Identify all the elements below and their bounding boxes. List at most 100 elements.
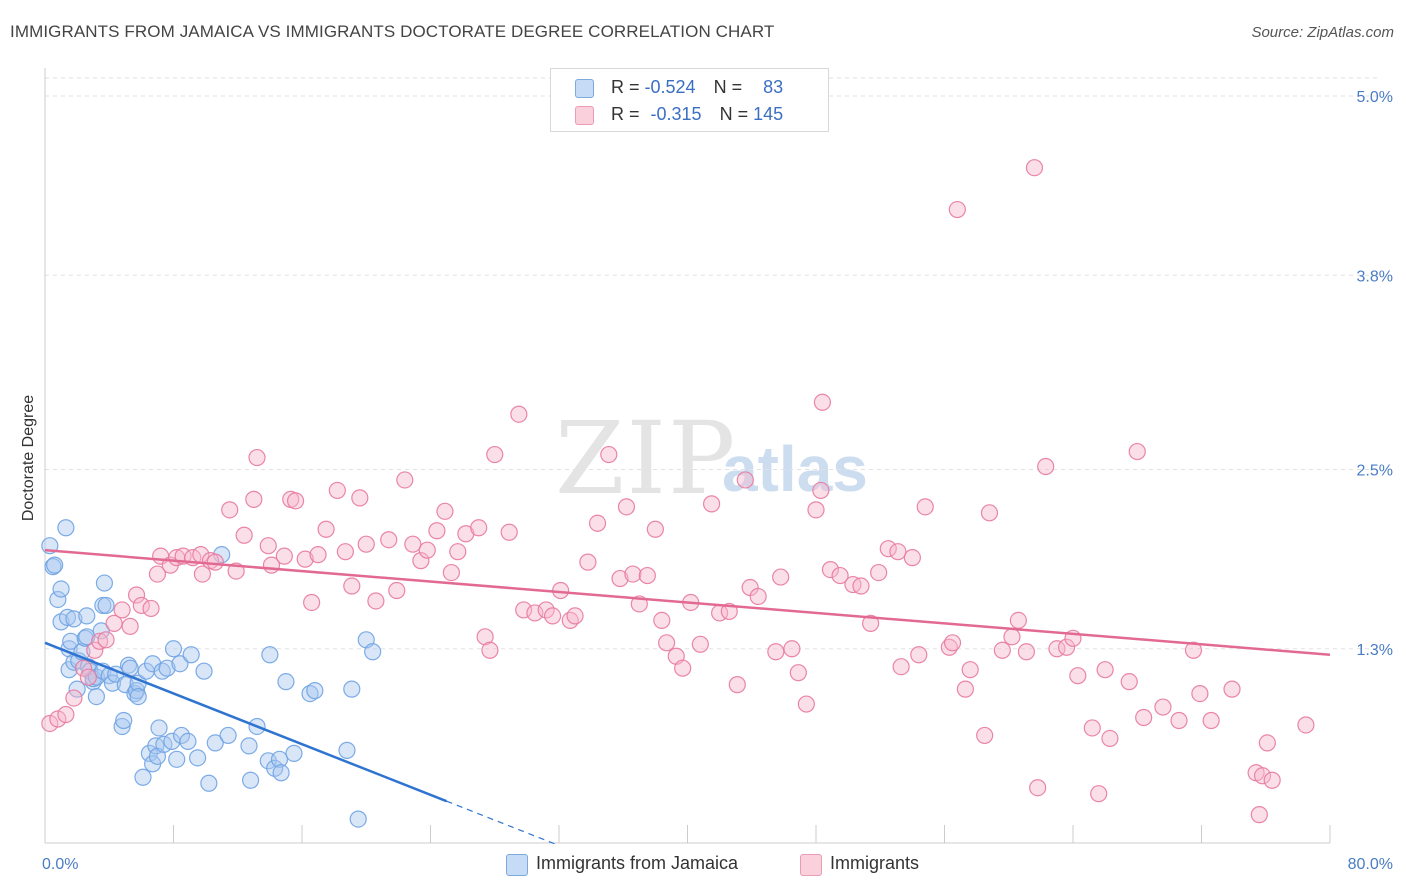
data-point — [807, 501, 825, 519]
data-point — [728, 676, 746, 694]
data-point — [526, 604, 544, 622]
data-point — [132, 596, 150, 615]
data-point — [303, 593, 321, 612]
bottom-legend-swatch-jamaica — [506, 854, 528, 876]
data-point — [286, 492, 305, 510]
data-point — [852, 577, 870, 595]
data-point — [275, 547, 293, 565]
data-point — [903, 549, 921, 567]
data-point — [296, 550, 314, 568]
data-point — [87, 687, 106, 706]
data-point — [515, 601, 533, 619]
legend-swatch-immigrants — [575, 106, 594, 125]
data-point — [1223, 680, 1241, 698]
data-point — [993, 641, 1011, 659]
data-point — [41, 714, 59, 733]
data-point — [261, 646, 279, 664]
bottom-legend-label-immigrants: Immigrants — [830, 853, 920, 873]
data-point — [195, 662, 213, 680]
data-point — [1069, 667, 1087, 685]
data-point — [879, 540, 897, 558]
data-point — [78, 628, 96, 646]
data-point — [134, 768, 152, 786]
data-point — [948, 200, 966, 219]
data-point — [127, 586, 146, 604]
data-point — [566, 607, 584, 625]
data-point — [248, 448, 266, 467]
data-point — [1128, 442, 1146, 461]
data-point — [206, 734, 224, 752]
data-point — [617, 498, 636, 516]
data-point — [129, 687, 147, 706]
correlation-legend: R = -0.524 N = 83 R = -0.315 N = 145 — [550, 68, 829, 132]
data-point — [259, 537, 277, 555]
data-point — [961, 661, 979, 679]
data-point — [119, 656, 138, 674]
data-point — [95, 574, 114, 592]
data-point — [306, 682, 324, 700]
data-point — [404, 535, 422, 553]
data-point — [277, 673, 295, 691]
data-point — [611, 569, 629, 588]
y-tick-label: 1.3% — [1357, 642, 1393, 659]
data-point — [736, 471, 754, 489]
series-points-1 — [41, 159, 1315, 824]
legend-text-jamaica: R = -0.524 N = 83 — [611, 77, 784, 97]
data-point — [79, 668, 97, 686]
data-point — [537, 601, 555, 619]
x-tick-label: 80.0% — [1348, 856, 1393, 873]
data-point — [916, 498, 934, 516]
data-point — [272, 764, 290, 782]
axes — [44, 68, 1331, 844]
data-point — [1191, 684, 1209, 703]
data-point — [812, 481, 830, 500]
data-point — [240, 737, 258, 755]
data-point — [767, 643, 785, 661]
data-point — [270, 750, 289, 768]
data-point — [193, 565, 212, 583]
tick-labels: 1.3% 2.5% 3.8% 5.0% 0.0% 80.0% — [42, 89, 1393, 873]
data-point — [797, 695, 815, 713]
data-point — [1025, 159, 1044, 177]
data-point — [749, 587, 767, 606]
trend-line-1 — [44, 548, 1331, 657]
data-point — [172, 726, 191, 745]
source-credit: Source: ZipAtlas.com — [1251, 24, 1394, 41]
x-tick-label: 0.0% — [42, 856, 78, 873]
data-point — [1017, 643, 1036, 661]
data-point — [301, 684, 319, 703]
data-point — [510, 405, 528, 423]
data-point — [336, 543, 354, 561]
data-point — [171, 655, 189, 673]
data-point — [910, 646, 928, 664]
data-point — [980, 504, 999, 522]
data-point — [1037, 457, 1055, 476]
data-point — [831, 566, 849, 585]
data-point — [1250, 806, 1268, 824]
data-point — [772, 568, 790, 586]
data-point — [674, 659, 692, 677]
data-point — [245, 490, 263, 508]
data-point — [1263, 771, 1281, 789]
data-point — [126, 684, 144, 703]
data-point — [1101, 729, 1119, 748]
data-point — [476, 628, 494, 646]
data-point — [1003, 628, 1021, 646]
data-point — [442, 563, 460, 582]
data-point — [418, 541, 436, 559]
y-tick-label: 3.8% — [1357, 268, 1393, 285]
data-point — [821, 560, 840, 579]
data-point — [65, 610, 83, 628]
data-point — [179, 732, 197, 751]
data-point — [956, 680, 974, 698]
data-point — [188, 749, 207, 767]
data-point — [91, 632, 109, 650]
data-point — [783, 640, 801, 658]
data-point — [351, 489, 369, 507]
data-point — [206, 553, 224, 571]
grid-lines — [45, 77, 1380, 650]
data-point — [1057, 638, 1076, 656]
data-point — [486, 445, 504, 464]
data-point — [65, 689, 83, 707]
data-point — [86, 641, 104, 659]
